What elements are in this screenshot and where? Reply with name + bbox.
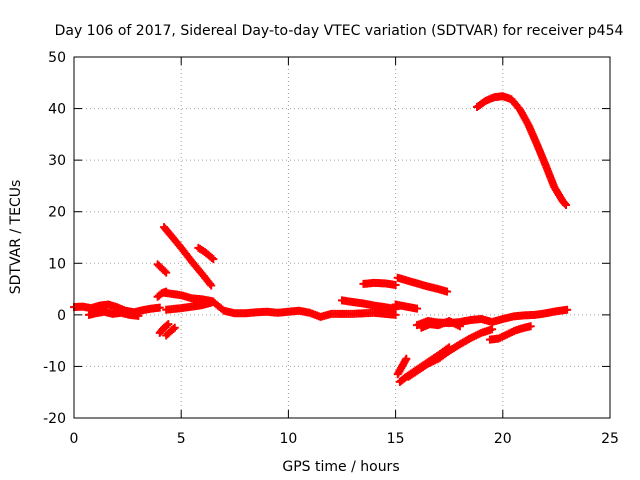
data-track-21	[473, 92, 571, 210]
y-tick-label: 0	[57, 308, 66, 324]
data-point-marker	[162, 268, 171, 277]
y-tick-label: 30	[48, 153, 66, 169]
x-tick-label: 15	[387, 431, 405, 447]
data-point-marker	[402, 354, 411, 363]
data-point-marker	[526, 322, 535, 331]
data-point-marker	[391, 280, 400, 289]
data-point-marker	[164, 320, 173, 329]
plot-frame	[73, 56, 611, 419]
y-tick-label: -20	[43, 411, 66, 427]
x-tick-label: 10	[279, 431, 297, 447]
data-track-5	[155, 320, 173, 337]
data-track-6	[162, 323, 179, 340]
y-tick-label: 10	[48, 256, 66, 272]
data-point-marker	[155, 303, 164, 312]
data-track-2	[85, 307, 143, 320]
x-tick-label: 0	[70, 431, 79, 447]
grid-lines	[74, 57, 610, 418]
data-point-marker	[169, 324, 178, 333]
x-tick-label: 20	[494, 431, 512, 447]
y-tick-label: 50	[48, 50, 66, 66]
data-point-marker	[562, 201, 571, 210]
data-point-marker	[488, 325, 497, 334]
data-track-3	[153, 260, 171, 277]
data-track-19	[404, 325, 497, 381]
chart-title: Day 106 of 2017, Sidereal Day-to-day VTE…	[55, 23, 624, 39]
y-axis-label: SDTVAR / TECUs	[8, 180, 24, 295]
data-points	[70, 92, 572, 386]
x-axis-label: GPS time / hours	[282, 459, 399, 475]
data-track-8	[194, 243, 218, 264]
data-track-20	[485, 322, 535, 344]
y-tick-label: -10	[43, 359, 66, 375]
data-point-marker	[413, 304, 422, 313]
y-tick-label: 40	[48, 102, 66, 118]
data-track-15	[413, 305, 572, 330]
data-track-10	[162, 297, 400, 321]
data-track-16	[417, 317, 464, 332]
data-track-7	[160, 223, 216, 290]
y-axis: -20 -10 0 10 20 30 40 50	[43, 50, 610, 427]
data-track-13	[393, 273, 452, 296]
data-track-17	[393, 354, 411, 379]
data-point-marker	[170, 323, 179, 332]
y-tick-label: 20	[48, 205, 66, 221]
data-point-marker	[205, 279, 214, 288]
data-track-12	[359, 278, 400, 289]
data-point-marker	[134, 311, 143, 320]
data-point-marker	[563, 305, 572, 314]
x-tick-label: 5	[177, 431, 186, 447]
data-point-marker	[455, 322, 464, 331]
data-point-marker	[207, 253, 216, 262]
data-point-marker	[209, 255, 218, 264]
data-track-14	[391, 300, 422, 313]
data-point-marker	[207, 281, 216, 290]
data-point-marker	[162, 321, 171, 330]
data-point-marker	[560, 199, 569, 208]
data-point-marker	[160, 267, 169, 276]
x-tick-label: 25	[601, 431, 619, 447]
x-axis: 0 5 10 15 20 25	[70, 57, 619, 447]
data-point-marker	[443, 287, 452, 296]
